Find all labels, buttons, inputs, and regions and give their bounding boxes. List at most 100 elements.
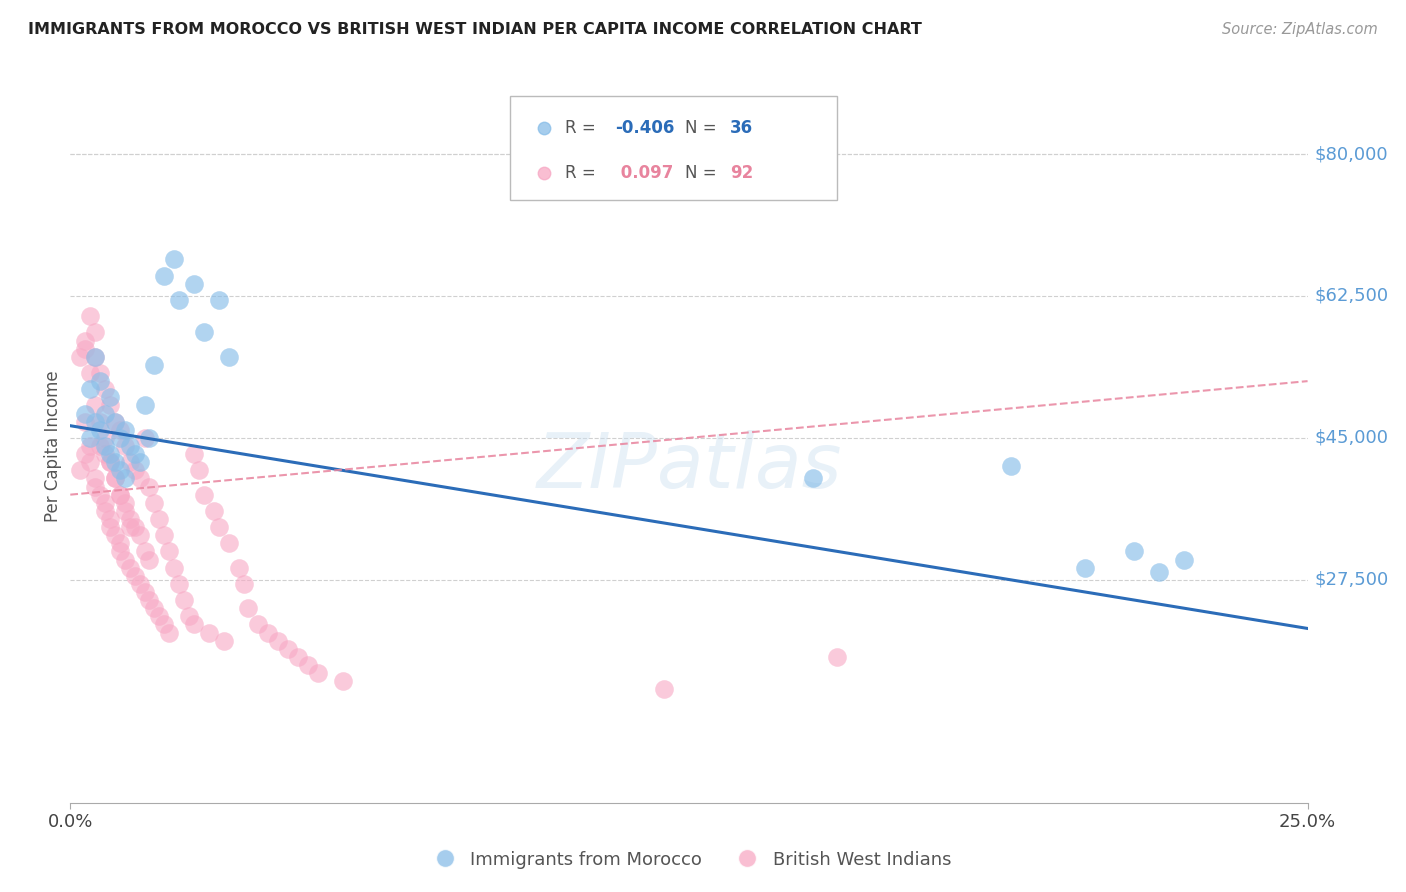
Point [827, 649, 849, 664]
Point [167, 577, 190, 591]
Point [148, 609, 170, 624]
Point [94, 447, 117, 461]
Point [84, 479, 107, 493]
Point [143, 601, 166, 615]
Point [124, 568, 146, 582]
Point [143, 358, 166, 372]
Point [94, 504, 117, 518]
Point [89, 366, 111, 380]
Point [128, 528, 150, 542]
Point [104, 471, 127, 485]
Point [307, 666, 329, 681]
Legend: Immigrants from Morocco, British West Indians: Immigrants from Morocco, British West In… [419, 844, 959, 876]
Point [167, 293, 190, 307]
Point [104, 528, 127, 542]
Text: 92: 92 [730, 164, 754, 182]
Point [104, 471, 127, 485]
Point [108, 488, 131, 502]
Point [183, 617, 205, 632]
Point [118, 439, 141, 453]
Point [118, 560, 141, 574]
Point [98, 399, 121, 413]
Point [198, 625, 221, 640]
Point [257, 625, 280, 640]
Text: -0.406: -0.406 [614, 120, 673, 137]
Point [177, 609, 200, 624]
Point [79, 382, 101, 396]
Point [98, 512, 121, 526]
Point [98, 455, 121, 469]
Point [108, 423, 131, 437]
Point [118, 512, 141, 526]
Point [75, 334, 97, 348]
Text: $45,000: $45,000 [1315, 429, 1389, 447]
Point [98, 520, 121, 534]
Point [173, 593, 195, 607]
Point [124, 463, 146, 477]
Text: 0.097: 0.097 [614, 164, 673, 182]
Text: N =: N = [685, 164, 723, 182]
Point [84, 399, 107, 413]
Point [98, 390, 121, 404]
FancyBboxPatch shape [509, 96, 838, 200]
Point [75, 407, 97, 421]
Point [124, 520, 146, 534]
Point [98, 447, 121, 461]
Point [84, 326, 107, 340]
Point [287, 649, 309, 664]
Point [104, 415, 127, 429]
Point [75, 342, 97, 356]
Point [134, 585, 156, 599]
Point [218, 350, 240, 364]
Point [94, 407, 117, 421]
Point [193, 488, 215, 502]
Point [153, 528, 176, 542]
Point [118, 520, 141, 534]
Point [143, 496, 166, 510]
Text: $62,500: $62,500 [1315, 287, 1389, 305]
Point [153, 617, 176, 632]
Point [94, 439, 117, 453]
Point [1123, 544, 1146, 558]
Text: $27,500: $27,500 [1315, 571, 1389, 589]
Point [1173, 552, 1195, 566]
Text: R =: R = [565, 164, 602, 182]
Point [114, 552, 136, 566]
Point [108, 536, 131, 550]
Point [124, 447, 146, 461]
Point [188, 463, 211, 477]
Point [218, 536, 240, 550]
Point [118, 455, 141, 469]
Point [193, 326, 215, 340]
Point [208, 293, 231, 307]
Point [128, 577, 150, 591]
Point [183, 447, 205, 461]
Point [138, 593, 160, 607]
Point [108, 544, 131, 558]
Point [157, 625, 180, 640]
Point [202, 504, 225, 518]
Point [79, 366, 101, 380]
Point [79, 310, 101, 324]
Point [277, 641, 299, 656]
Point [108, 431, 131, 445]
Point [134, 399, 156, 413]
Point [104, 455, 127, 469]
Point [89, 415, 111, 429]
Point [228, 560, 250, 574]
Text: R =: R = [565, 120, 602, 137]
Point [138, 552, 160, 566]
Point [75, 415, 97, 429]
Point [114, 439, 136, 453]
Point [267, 633, 290, 648]
Point [84, 350, 107, 364]
Point [1147, 565, 1170, 579]
Text: ZIPatlas: ZIPatlas [536, 431, 842, 504]
Point [212, 633, 235, 648]
Point [238, 601, 260, 615]
Point [79, 455, 101, 469]
Point [75, 447, 97, 461]
Point [138, 431, 160, 445]
Point [114, 471, 136, 485]
Point [153, 268, 176, 283]
